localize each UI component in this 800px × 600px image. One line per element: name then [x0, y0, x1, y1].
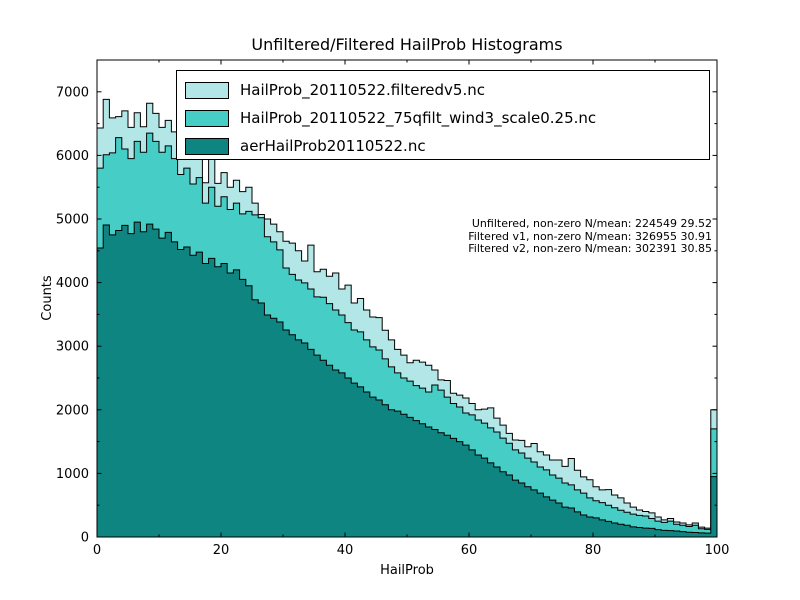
legend-label: HailProb_20110522_75qfilt_wind3_scale0.2… [240, 109, 597, 127]
y-tick-label: 5000 [56, 213, 89, 228]
y-tick-label: 0 [81, 531, 89, 546]
legend-entry: HailProb_20110522.filteredv5.nc [177, 77, 709, 103]
x-tick-label: 20 [213, 543, 230, 558]
stats-annotation: Unfiltered, non-zero N/mean: 224549 29.5… [468, 217, 712, 256]
legend-label: HailProb_20110522.filteredv5.nc [240, 81, 485, 99]
y-axis-label: Counts [40, 275, 55, 321]
legend-entry: HailProb_20110522_75qfilt_wind3_scale0.2… [177, 105, 709, 131]
histogram-aerHailProb20110522.nc [96, 221, 718, 538]
x-tick-label: 40 [337, 543, 354, 558]
legend-entry: aerHailProb20110522.nc [177, 133, 709, 159]
legend-swatch [185, 81, 229, 99]
x-tick-label: 0 [93, 543, 101, 558]
x-tick-label: 80 [585, 543, 602, 558]
y-tick-label: 1000 [56, 467, 89, 482]
stats-line-filtered-v1: Filtered v1, non-zero N/mean: 326955 30.… [468, 229, 712, 243]
legend-box: HailProb_20110522.filteredv5.nc HailProb… [176, 70, 710, 160]
x-tick-label: 60 [461, 543, 478, 558]
stats-line-unfiltered: Unfiltered, non-zero N/mean: 224549 29.5… [471, 217, 712, 230]
y-tick-label: 7000 [56, 85, 89, 100]
x-axis-label: HailProb [380, 563, 434, 578]
stats-line-filtered-v2: Filtered v2, non-zero N/mean: 302391 30.… [468, 242, 712, 255]
y-tick-label: 2000 [56, 403, 89, 418]
y-tick-label: 4000 [56, 276, 89, 291]
chart-title: Unfiltered/Filtered HailProb Histograms [251, 35, 563, 54]
y-tick-label: 6000 [56, 149, 89, 164]
y-tick-label: 3000 [56, 340, 89, 355]
legend-swatch [185, 137, 229, 155]
x-tick-label: 100 [705, 543, 730, 558]
legend-label: aerHailProb20110522.nc [240, 137, 426, 155]
legend-swatch [185, 109, 229, 127]
